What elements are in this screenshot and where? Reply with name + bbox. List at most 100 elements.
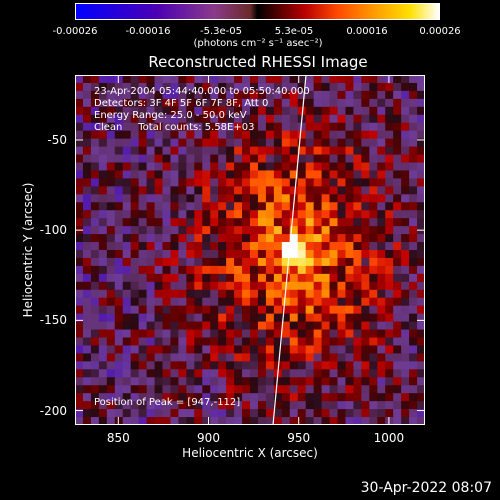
heatmap-cell: [337, 82, 347, 92]
heatmap-cell: [313, 321, 323, 331]
heatmap-cell: [409, 273, 418, 283]
heatmap-cell: [385, 234, 394, 243]
heatmap-cell: [186, 242, 195, 251]
heatmap-cell: [345, 210, 355, 219]
heatmap-cell: [170, 345, 180, 355]
colorbar-tick: 0.00016: [346, 26, 388, 37]
heatmap-cell: [361, 257, 370, 267]
heatmap-cell: [250, 281, 259, 291]
y-tick-label: -100: [39, 223, 67, 238]
heatmap-cell: [90, 257, 100, 267]
heatmap-cell: [345, 234, 355, 243]
heatmap-cell: [146, 401, 156, 410]
heatmap-cell: [98, 417, 108, 425]
heatmap-cell: [234, 146, 243, 156]
heatmap-cell: [250, 265, 259, 275]
heatmap-cell: [257, 106, 267, 116]
heatmap-cell: [401, 393, 410, 402]
heatmap-cell: [273, 114, 283, 124]
heatmap-cell: [297, 170, 307, 180]
heatmap-cell: [186, 250, 195, 259]
heatmap-cell: [313, 385, 323, 394]
heatmap-cell: [170, 75, 180, 84]
heatmap-cell: [257, 297, 267, 307]
heatmap-cell: [82, 170, 92, 180]
heatmap-cell: [257, 273, 267, 283]
heatmap-cell: [226, 401, 235, 410]
heatmap-cell: [75, 162, 84, 172]
heatmap-cell: [250, 321, 259, 331]
heatmap-cell: [242, 98, 251, 108]
heatmap-cell: [210, 130, 219, 140]
heatmap-cell: [178, 98, 187, 108]
heatmap-cell: [353, 321, 362, 331]
heatmap-cell: [393, 313, 402, 323]
heatmap-cell: [345, 146, 355, 156]
heatmap-cell: [186, 170, 195, 180]
heatmap-cell: [361, 329, 370, 339]
heatmap-cell: [417, 234, 425, 243]
heatmap-cell: [146, 162, 156, 172]
heatmap-cell: [194, 178, 203, 187]
heatmap-cell: [146, 186, 156, 195]
heatmap-cell: [417, 257, 425, 267]
heatmap-cell: [234, 257, 243, 267]
heatmap-cell: [401, 178, 410, 187]
heatmap-cell: [289, 114, 299, 124]
heatmap-cell: [82, 361, 92, 370]
heatmap-cell: [369, 265, 378, 275]
heatmap-cell: [178, 321, 187, 331]
heatmap-cell: [401, 281, 410, 291]
heatmap-cell: [337, 154, 347, 164]
heatmap-cell: [234, 329, 243, 339]
heatmap-cell: [345, 385, 355, 394]
heatmap-cell: [393, 138, 402, 148]
heatmap-cell: [265, 393, 275, 402]
heatmap-cell: [257, 154, 267, 164]
heatmap-cell: [226, 210, 235, 219]
heatmap-cell: [122, 122, 132, 132]
heatmap-cell: [218, 202, 227, 211]
heatmap-cell: [393, 114, 402, 124]
heatmap-cell: [98, 377, 108, 386]
heatmap-cell: [257, 289, 267, 299]
heatmap-cell: [409, 409, 418, 418]
heatmap-cell: [401, 114, 410, 124]
heatmap-cell: [361, 90, 370, 100]
heatmap-cell: [393, 361, 402, 370]
heatmap-cell: [321, 82, 331, 92]
heatmap-cell: [138, 90, 148, 100]
heatmap-cell: [313, 218, 323, 227]
heatmap-cell: [178, 90, 187, 100]
heatmap-cell: [313, 90, 323, 100]
heatmap-cell: [345, 297, 355, 307]
heatmap-cell: [98, 250, 108, 259]
heatmap-cell: [162, 178, 172, 187]
heatmap-cell: [329, 202, 339, 211]
heatmap-cell: [289, 82, 299, 92]
heatmap-cell: [98, 242, 108, 251]
heatmap-cell: [377, 329, 386, 339]
heatmap-cell: [130, 146, 140, 156]
heatmap-cell: [178, 186, 187, 195]
heatmap-cell: [361, 345, 370, 355]
heatmap-cell: [273, 106, 283, 116]
heatmap-cell: [257, 313, 267, 323]
x-tick-label: 1000: [373, 431, 405, 445]
heatmap-cell: [417, 170, 425, 180]
heatmap-cell: [178, 417, 187, 425]
heatmap-cell: [257, 401, 267, 410]
heatmap-cell: [122, 281, 132, 291]
heatmap-cell: [313, 202, 323, 211]
heatmap-cell: [409, 393, 418, 402]
heatmap-cell: [305, 313, 315, 323]
heatmap-cell: [281, 170, 291, 180]
heatmap-cell: [289, 250, 299, 259]
heatmap-cell: [138, 361, 148, 370]
heatmap-cell: [82, 385, 92, 394]
heatmap-cell: [122, 202, 132, 211]
heatmap-cell: [82, 337, 92, 347]
heatmap-cell: [289, 170, 299, 180]
heatmap-cell: [162, 337, 172, 347]
heatmap-cell: [329, 409, 339, 418]
